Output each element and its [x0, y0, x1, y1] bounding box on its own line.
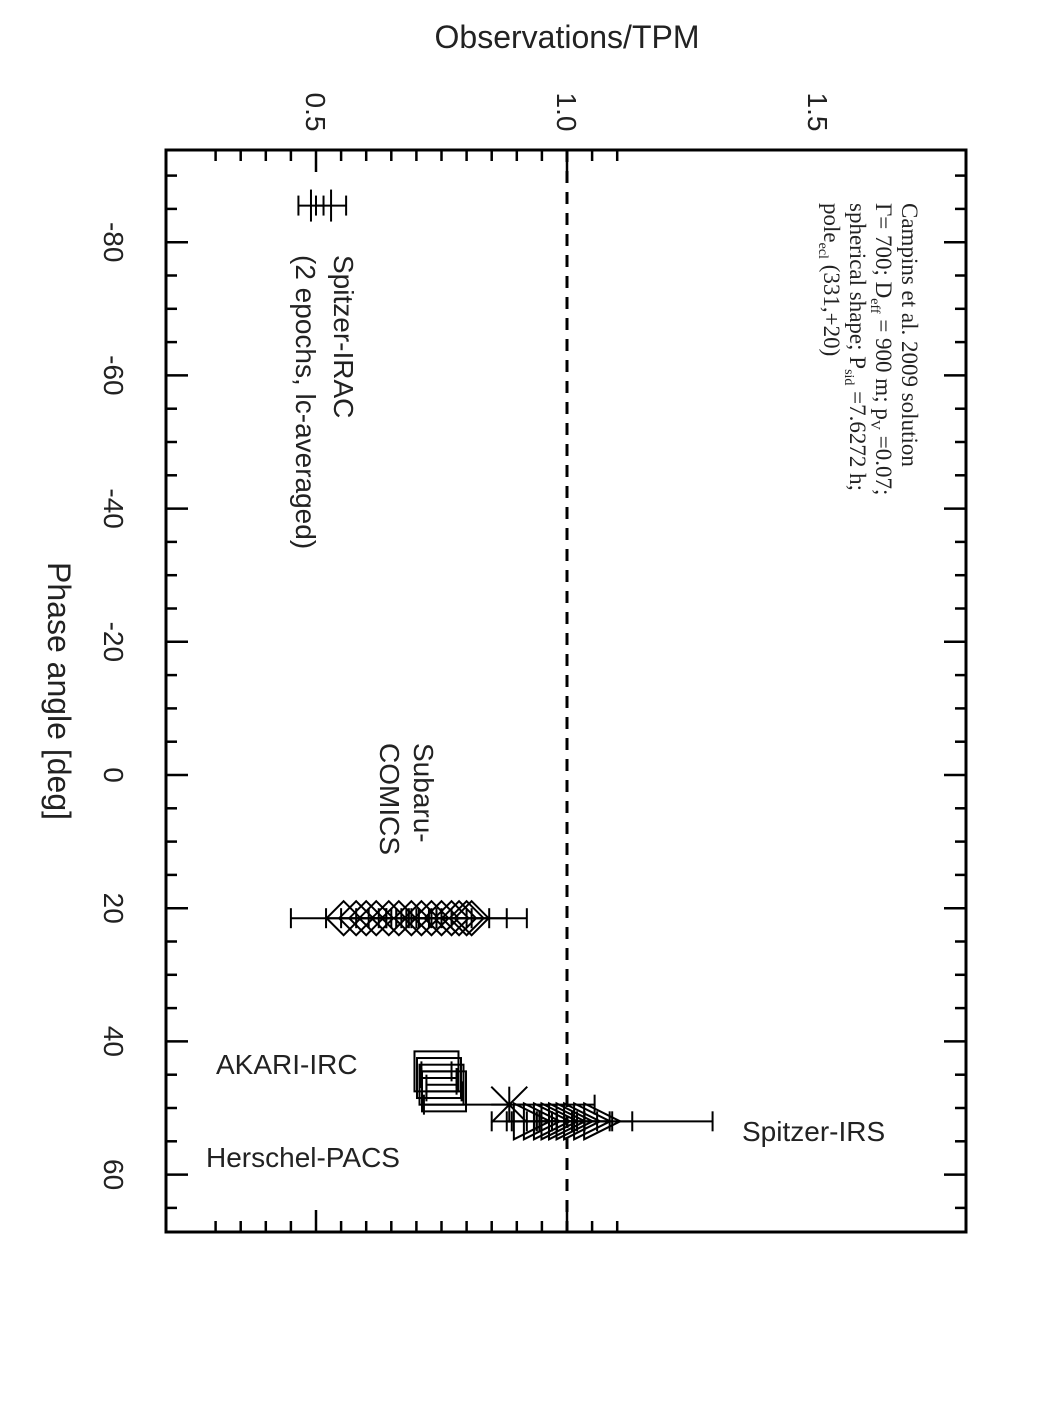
- subaru-comics-point-13: [453, 899, 491, 937]
- spitzer-irac-label-1: Spitzer-IRAC: [328, 255, 359, 418]
- axis-tick-labels: -80 -60 -40 -20 0 20 40 60 0.5 1.0 1.5: [98, 93, 833, 1191]
- x-tick-label-1: -60: [98, 355, 129, 395]
- subaru-comics-point-9: [423, 899, 460, 937]
- x-tick-label-0: -80: [98, 222, 129, 262]
- y-tick-label-0: 0.5: [300, 93, 331, 132]
- model-note-line-2: Γ= 700; Deff = 900 m; pV =0.07;: [867, 203, 896, 495]
- model-note-line-3: spherical shape; Psid =7.6272 h;: [841, 203, 870, 491]
- akari-irc-label: AKARI-IRC: [216, 1049, 358, 1080]
- model-note-line-1: Campins et al. 2009 solution: [897, 203, 922, 467]
- axis-ticks: [166, 150, 966, 1232]
- herschel-pacs-point-0: [490, 1085, 528, 1124]
- model-note-line-4: poleecl (331,+20): [815, 203, 844, 356]
- y-axis-title: Observations/TPM: [435, 19, 700, 55]
- x-tick-label-5: 20: [98, 893, 129, 924]
- subaru-comics-point-11: [440, 899, 478, 937]
- y-tick-label-1: 1.0: [551, 93, 582, 132]
- akari-irc-point-3: [421, 1070, 468, 1113]
- subaru-comics-point-6: [392, 899, 430, 937]
- spitzer-irs-label: Spitzer-IRS: [742, 1116, 885, 1147]
- x-tick-label-6: 40: [98, 1026, 129, 1057]
- spitzer-irac-label-2: (2 epochs, lc-averaged): [290, 255, 321, 549]
- subaru-comics-point-1: [337, 899, 375, 937]
- akari-irc-point-1: [415, 1057, 462, 1100]
- data-marks: [289, 189, 714, 1141]
- subaru-comics-point-10: [433, 899, 470, 937]
- x-tick-label-4: 0: [98, 767, 129, 783]
- y-tick-label-2: 1.5: [802, 93, 833, 132]
- x-tick-label-3: -20: [98, 622, 129, 662]
- herschel-pacs-label: Herschel-PACS: [206, 1142, 400, 1173]
- subaru-comics-point-7: [403, 899, 440, 937]
- spitzer-irs-point-8: [583, 1101, 623, 1141]
- x-tick-label-7: 60: [98, 1159, 129, 1190]
- x-tick-label-2: -40: [98, 488, 129, 528]
- subaru-comics-point-8: [413, 899, 450, 937]
- x-axis-title: Phase angle [deg]: [41, 562, 77, 820]
- subaru-comics-label-1: Subaru-: [408, 743, 439, 843]
- subaru-comics-label-2: COMICS: [374, 743, 405, 855]
- subaru-comics-point-12: [448, 899, 486, 937]
